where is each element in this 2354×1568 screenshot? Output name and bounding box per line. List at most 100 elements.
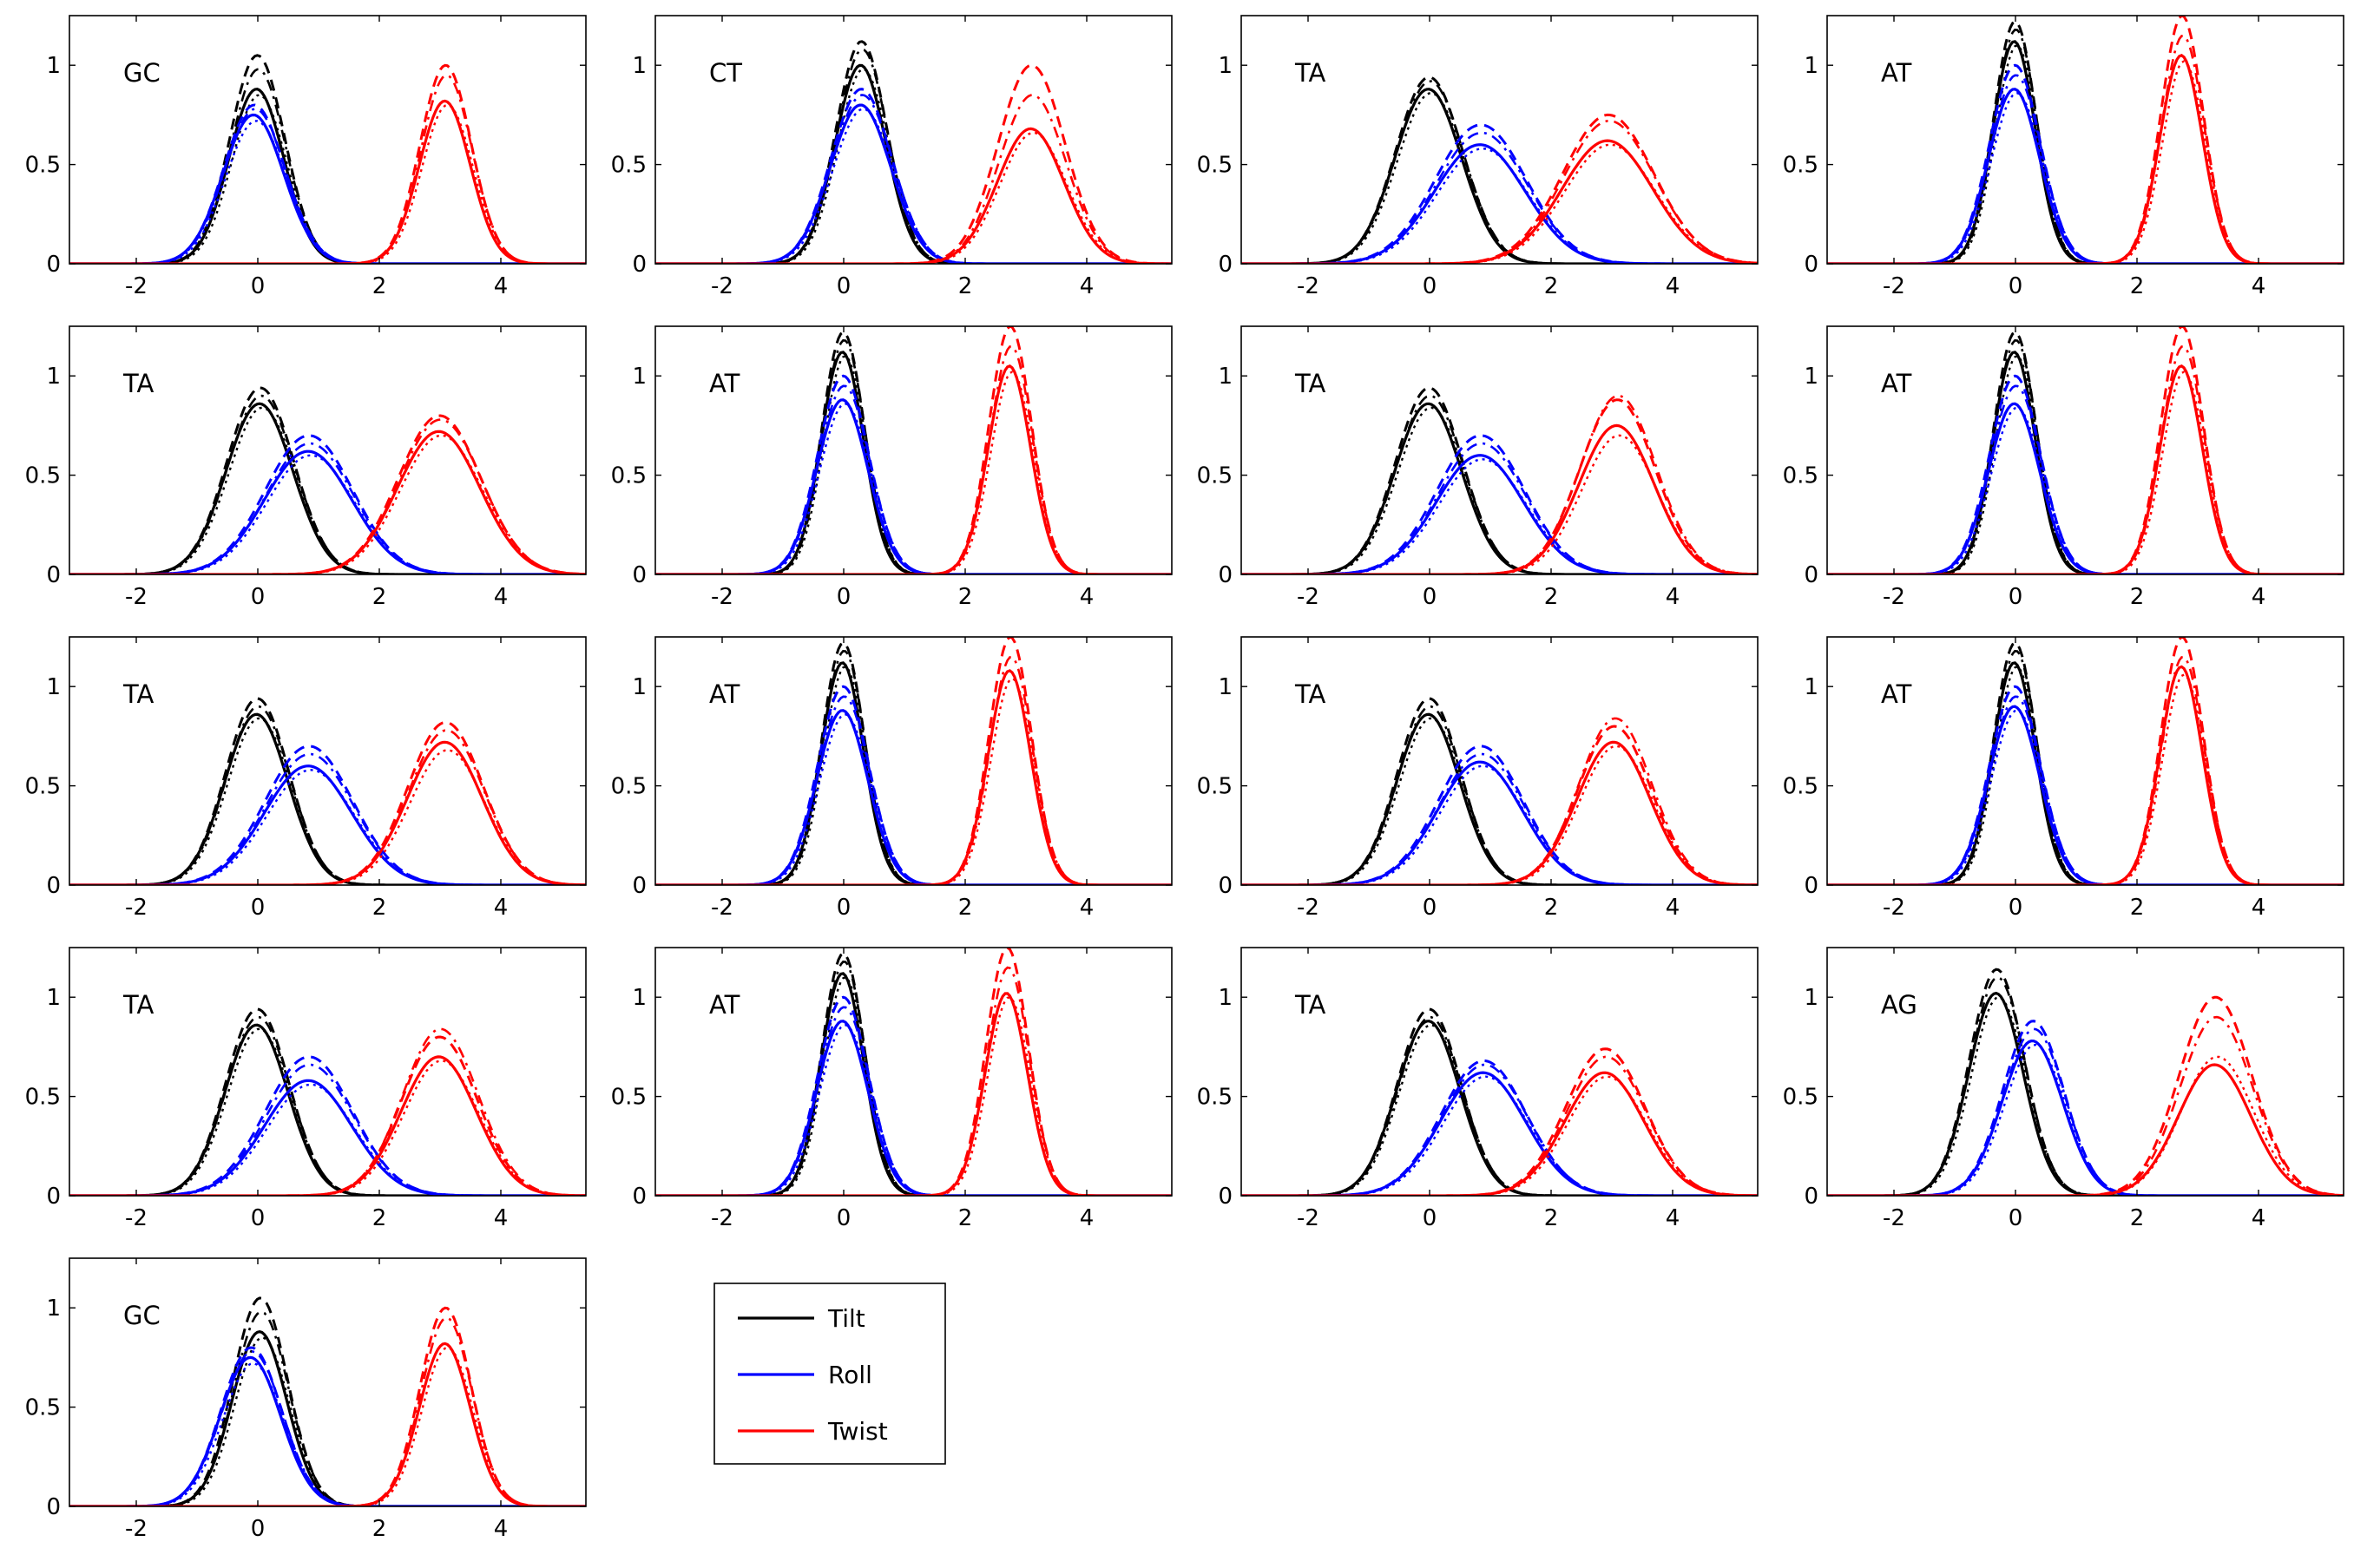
- roll-dashdot-curve: [655, 1006, 1172, 1196]
- tilt-dotted-curve: [69, 717, 586, 885]
- y-tick-label: 0.5: [611, 774, 647, 800]
- x-tick-label: 4: [1666, 584, 1680, 610]
- x-tick-label: 4: [494, 895, 509, 921]
- roll-dashed-curve: [1241, 123, 1758, 264]
- roll-dashed-curve: [1827, 685, 2344, 885]
- x-tick-label: 4: [494, 273, 509, 299]
- panel-10: -2 0 2 4 0 0.5 1 AT: [611, 636, 1173, 921]
- twist-dashdot-curve: [69, 1027, 586, 1196]
- twist-dotted-curve: [655, 677, 1172, 885]
- roll-dotted-curve: [69, 120, 586, 264]
- panel-curves: [69, 697, 586, 885]
- x-tick-label: 4: [1080, 895, 1095, 921]
- twist-dotted-curve: [69, 1346, 586, 1506]
- roll-dotted-curve: [1241, 1075, 1758, 1196]
- panel-12: -2 0 2 4 0 0.5 1 AT: [1783, 636, 2344, 921]
- y-tick-label: 0.5: [611, 463, 647, 489]
- twist-dashed-curve: [1827, 995, 2344, 1196]
- twist-dashed-curve: [655, 948, 1172, 1196]
- axes-box: [1240, 947, 1759, 1197]
- panel-9: -2 0 2 4 0 0.5 1 TA: [25, 636, 587, 921]
- x-tick-label: 2: [1544, 273, 1559, 299]
- twist-dotted-curve: [655, 131, 1172, 264]
- panel-label: AT: [709, 369, 740, 398]
- y-tick-label: 0: [1218, 873, 1233, 899]
- x-tick-label: 0: [1423, 273, 1437, 299]
- tilt-dashdot-curve: [69, 705, 586, 885]
- roll-solid-curve: [1827, 705, 2344, 885]
- panel-label: TA: [1294, 990, 1325, 1020]
- x-tick-label: -2: [1297, 584, 1319, 610]
- x-tick-label: -2: [1297, 273, 1319, 299]
- tilt-dashed-curve: [1241, 1007, 1758, 1196]
- twist-dotted-curve: [1827, 60, 2344, 264]
- tilt-dashed-curve: [69, 1007, 586, 1196]
- y-tick-label: 0.5: [1197, 1085, 1233, 1111]
- twist-dashed-curve: [655, 326, 1172, 574]
- x-tick-label: 0: [251, 1205, 266, 1231]
- roll-dotted-curve: [1827, 709, 2344, 885]
- y-tick-label: 0.5: [1197, 153, 1233, 179]
- x-tick-label: 2: [2130, 584, 2145, 610]
- y-tick-label: 1: [46, 1296, 61, 1322]
- twist-solid-curve: [69, 99, 586, 264]
- panel-curves: [1827, 326, 2344, 574]
- panel-label: AT: [1881, 58, 1912, 88]
- y-tick-label: 1: [1804, 53, 1818, 79]
- y-tick-label: 0.5: [1197, 774, 1233, 800]
- tilt-solid-curve: [1241, 88, 1758, 264]
- x-tick-label: -2: [125, 1205, 148, 1231]
- twist-dashed-curve: [1241, 725, 1758, 885]
- twist-dotted-curve: [69, 749, 586, 885]
- twist-dashdot-curve: [1241, 394, 1758, 574]
- twist-dotted-curve: [1827, 1055, 2344, 1196]
- y-tick-label: 1: [632, 364, 647, 390]
- x-tick-label: 2: [372, 584, 387, 610]
- axes-box: [654, 15, 1173, 265]
- x-tick-label: 2: [2130, 273, 2145, 299]
- roll-dashdot-curve: [69, 1350, 586, 1506]
- x-tick-label: 2: [1544, 584, 1559, 610]
- x-tick-label: -2: [711, 273, 733, 299]
- axes-box: [1826, 636, 2344, 886]
- roll-dashed-curve: [69, 1055, 586, 1196]
- x-tick-label: 2: [372, 273, 387, 299]
- twist-dotted-curve: [69, 434, 586, 574]
- panel-label: AG: [1881, 990, 1917, 1020]
- x-tick-label: 4: [2252, 1205, 2266, 1231]
- twist-dashed-curve: [69, 720, 586, 885]
- panel-8: -2 0 2 4 0 0.5 1 AT: [1783, 325, 2344, 610]
- roll-dashed-curve: [655, 374, 1172, 574]
- panel-curves: [1827, 637, 2344, 885]
- y-tick-label: 1: [1218, 53, 1233, 79]
- panel-label: TA: [122, 679, 154, 709]
- axes-box: [654, 636, 1173, 886]
- x-tick-label: 0: [837, 1205, 852, 1231]
- x-tick-label: 4: [2252, 895, 2266, 921]
- x-tick-label: 4: [1080, 584, 1095, 610]
- panel-label: AT: [1881, 679, 1912, 709]
- y-tick-label: 1: [46, 53, 61, 79]
- twist-dashed-curve: [1827, 326, 2344, 574]
- legend: Tilt Roll Twist: [713, 1283, 946, 1465]
- tilt-dashed-curve: [69, 697, 586, 885]
- y-tick-label: 1: [632, 985, 647, 1011]
- x-tick-label: 0: [837, 273, 852, 299]
- y-tick-label: 1: [1804, 985, 1818, 1011]
- y-tick-label: 0: [632, 1184, 647, 1210]
- axes-box: [1826, 325, 2344, 575]
- twist-dashed-curve: [655, 637, 1172, 885]
- x-tick-label: 4: [1666, 273, 1680, 299]
- panel-label: GC: [123, 1301, 161, 1330]
- y-tick-label: 0: [46, 252, 61, 278]
- panel-14: -2 0 2 4 0 0.5 1 AT: [611, 947, 1173, 1231]
- x-tick-label: 2: [958, 584, 973, 610]
- panel-3: -2 0 2 4 0 0.5 1 TA: [1197, 15, 1759, 299]
- roll-dotted-curve: [69, 1362, 586, 1506]
- twist-dashed-curve: [1827, 16, 2344, 264]
- twist-dotted-curve: [1241, 745, 1758, 885]
- x-tick-label: 0: [1423, 584, 1437, 610]
- x-tick-label: 4: [494, 1516, 509, 1542]
- y-tick-label: 0: [632, 562, 647, 588]
- roll-dotted-curve: [655, 403, 1172, 574]
